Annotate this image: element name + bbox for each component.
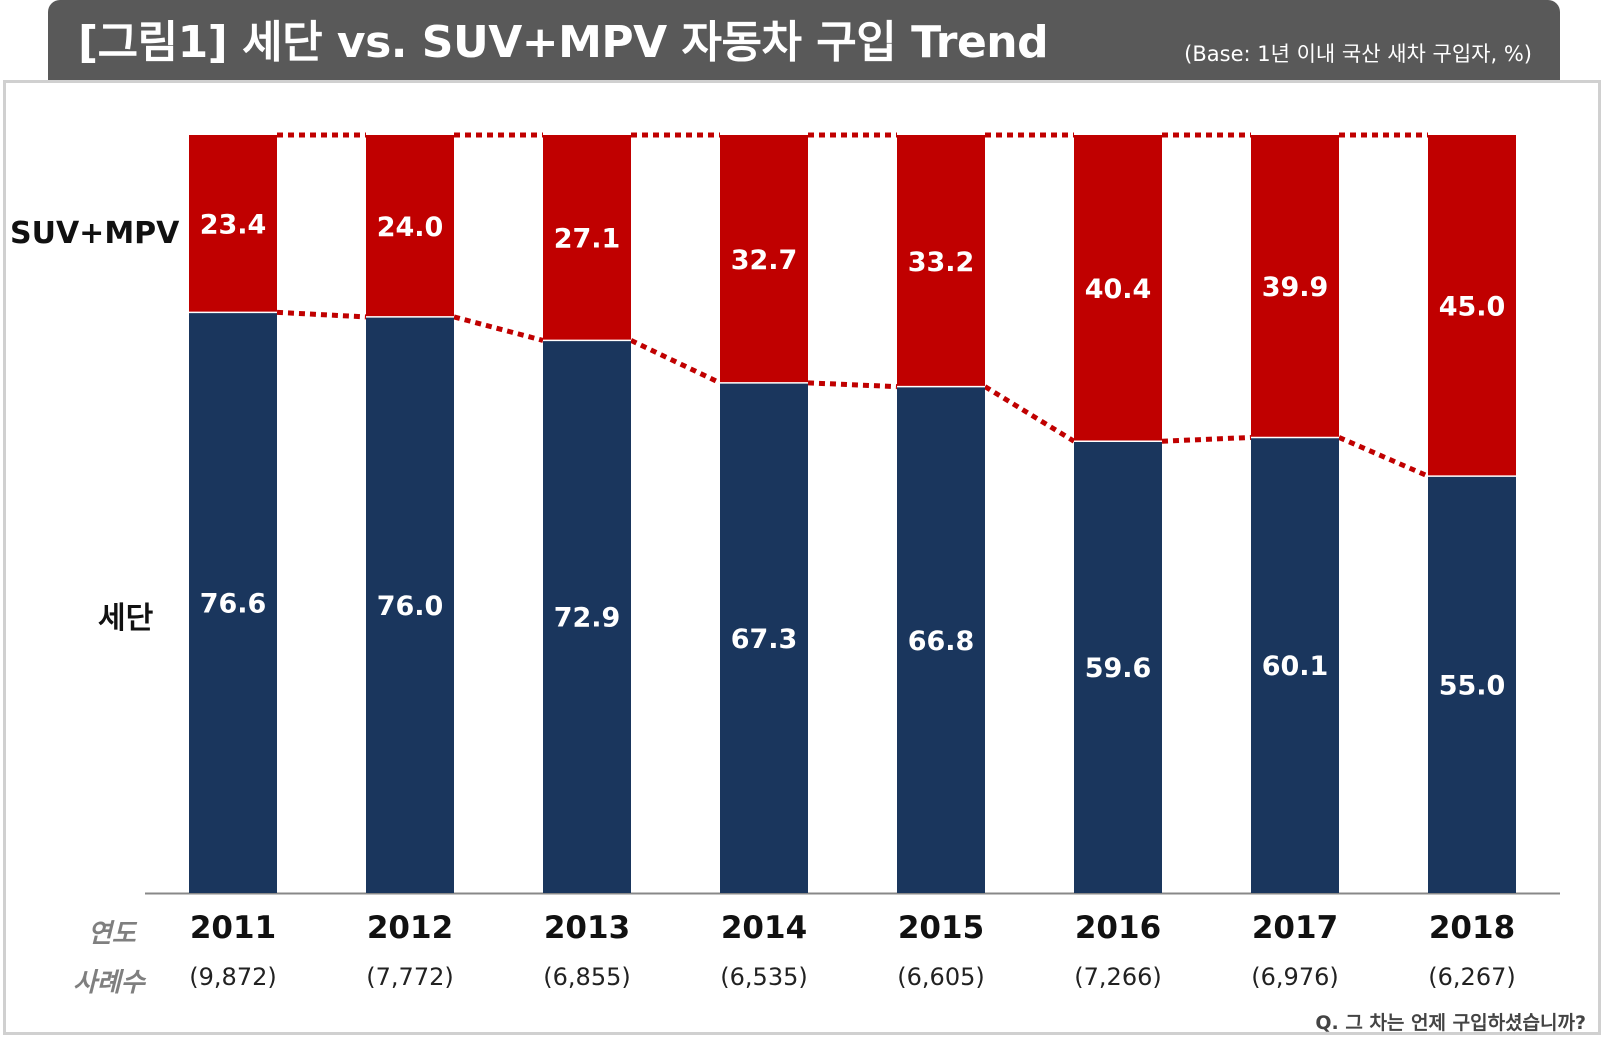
bar-sedan-2014 <box>720 382 808 893</box>
row-label-cases: 사례수 <box>73 968 145 998</box>
sample-size-2017: (6,976) <box>1251 963 1339 991</box>
data-label-suv-mpv-2018: 45.0 <box>1439 292 1506 323</box>
data-label-sedan-2018: 55.0 <box>1439 671 1506 702</box>
bar-suv-mpv-2011 <box>189 135 277 313</box>
data-label-sedan-2013: 72.9 <box>554 603 621 634</box>
series-label-sedan: 세단 <box>98 600 154 636</box>
base-note: (Base: 1년 이내 국산 새차 구입자, %) <box>1184 42 1532 66</box>
bar-sedan-2015 <box>897 386 985 893</box>
x-tick-label-2012: 2012 <box>366 910 454 946</box>
bar-suv-mpv-2013 <box>543 135 631 341</box>
sample-size-2018: (6,267) <box>1428 963 1516 991</box>
data-label-suv-mpv-2016: 40.4 <box>1085 274 1152 305</box>
connector-sedan-2015 <box>983 384 1076 444</box>
bar-suv-mpv-2015 <box>897 135 985 387</box>
data-label-suv-mpv-2013: 27.1 <box>554 224 621 255</box>
series-label-suv-mpv: SUV+MPV <box>10 215 180 251</box>
data-label-suv-mpv-2012: 24.0 <box>377 212 444 243</box>
bar-suv-mpv-2012 <box>366 135 454 317</box>
x-tick-label-2011: 2011 <box>189 910 277 946</box>
bar-suv-mpv-2014 <box>720 135 808 383</box>
sample-size-2013: (6,855) <box>543 963 631 991</box>
data-label-sedan-2011: 76.6 <box>200 589 267 620</box>
bar-suv-mpv-2016 <box>1074 135 1162 442</box>
bar-sedan-2018 <box>1428 476 1516 893</box>
connector-sedan-2011 <box>276 309 367 320</box>
connector-sedan-2013 <box>629 338 722 386</box>
bar-sedan-2012 <box>366 316 454 893</box>
sample-size-2016: (7,266) <box>1074 963 1162 991</box>
chart-title: [그림1] 세단 vs. SUV+MPV 자동차 구입 Trend <box>78 17 1049 68</box>
data-label-suv-mpv-2014: 32.7 <box>731 245 798 276</box>
sample-size-2015: (6,605) <box>897 963 985 991</box>
sample-size-2014: (6,535) <box>720 963 808 991</box>
data-label-suv-mpv-2011: 23.4 <box>200 210 267 241</box>
title-bar: [그림1] 세단 vs. SUV+MPV 자동차 구입 Trend (Base:… <box>48 0 1560 80</box>
data-label-sedan-2017: 60.1 <box>1262 651 1329 682</box>
data-label-sedan-2015: 66.8 <box>908 626 975 657</box>
x-tick-label-2014: 2014 <box>720 910 808 946</box>
row-label-year: 연도 <box>88 919 136 949</box>
connector-sedan-2017 <box>1338 435 1429 479</box>
bar-sedan-2016 <box>1074 441 1162 893</box>
connector-sedan-2014 <box>807 380 898 390</box>
data-label-sedan-2014: 67.3 <box>731 624 798 655</box>
survey-question: Q. 그 차는 언제 구입하셨습니까? <box>1315 1012 1586 1034</box>
x-tick-label-2017: 2017 <box>1251 910 1339 946</box>
bar-suv-mpv-2017 <box>1251 135 1339 438</box>
bar-sedan-2011 <box>189 312 277 893</box>
bar-suv-mpv-2018 <box>1428 135 1516 477</box>
connector-sedan-2016 <box>1161 434 1252 444</box>
sample-size-2012: (7,772) <box>366 963 454 991</box>
x-tick-label-2013: 2013 <box>543 910 631 946</box>
connector-sedan-2012 <box>453 314 544 343</box>
x-tick-label-2015: 2015 <box>897 910 985 946</box>
x-tick-label-2018: 2018 <box>1428 910 1516 946</box>
data-label-sedan-2012: 76.0 <box>377 591 444 622</box>
bar-sedan-2017 <box>1251 437 1339 893</box>
data-label-suv-mpv-2017: 39.9 <box>1262 272 1329 303</box>
x-tick-label-2016: 2016 <box>1074 910 1162 946</box>
data-label-suv-mpv-2015: 33.2 <box>908 247 975 278</box>
data-label-sedan-2016: 59.6 <box>1085 653 1152 684</box>
sample-size-2011: (9,872) <box>189 963 277 991</box>
bar-sedan-2013 <box>543 340 631 894</box>
